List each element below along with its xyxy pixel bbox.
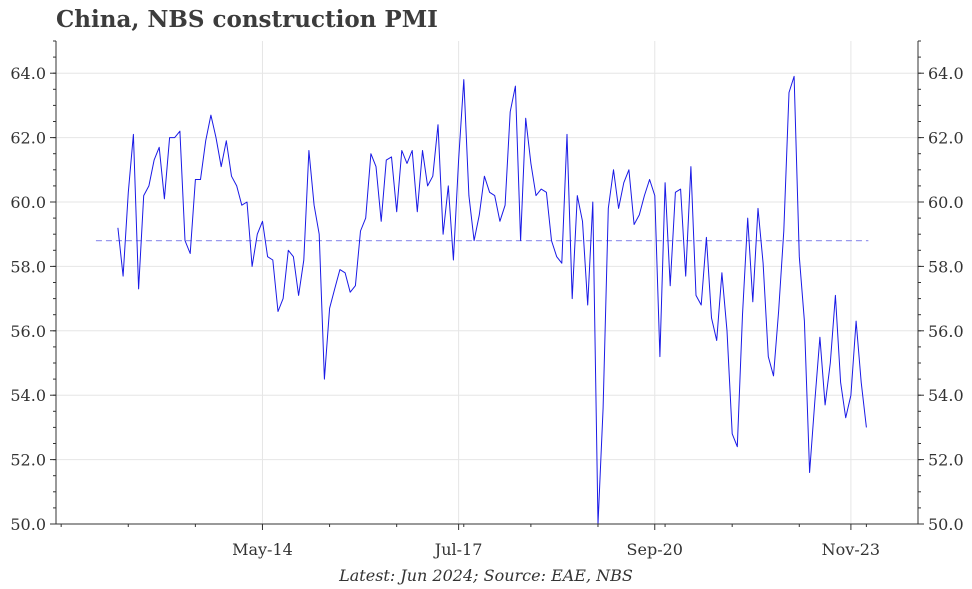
- y-tick-label-left: 64.0: [10, 64, 46, 83]
- y-tick-label-right: 52.0: [928, 451, 964, 470]
- y-tick-label-left: 54.0: [10, 386, 46, 405]
- x-tick-label: Nov-23: [822, 540, 880, 559]
- y-tick-label-left: 60.0: [10, 193, 46, 212]
- chart-footnote: Latest: Jun 2024; Source: EAE, NBS: [339, 566, 633, 585]
- y-tick-label-right: 50.0: [928, 515, 964, 534]
- y-tick-label-left: 52.0: [10, 451, 46, 470]
- y-tick-label-left: 62.0: [10, 129, 46, 148]
- axes: [50, 40, 924, 530]
- series-line-construction-pmi: [117, 75, 867, 525]
- x-tick-label: Sep-20: [627, 540, 683, 559]
- x-tick-label: Jul-17: [433, 540, 483, 559]
- tick-labels: 50.0 50.0 52.0 52.0 54.0 54.0 56.0 56.0 58.0 58.0…: [10, 64, 963, 559]
- y-tick-label-right: 62.0: [928, 129, 964, 148]
- y-tick-label-right: 60.0: [928, 193, 964, 212]
- y-tick-label-right: 58.0: [928, 257, 964, 276]
- y-tick-label-right: 54.0: [928, 386, 964, 405]
- gridlines: [56, 41, 918, 525]
- chart-title: China, NBS construction PMI: [56, 6, 438, 33]
- y-tick-label-left: 58.0: [10, 257, 46, 276]
- y-tick-label-right: 56.0: [928, 322, 964, 341]
- y-tick-label-right: 64.0: [928, 64, 964, 83]
- x-tick-label: May-14: [232, 540, 293, 559]
- y-tick-label-left: 50.0: [10, 515, 46, 534]
- y-tick-label-left: 56.0: [10, 322, 46, 341]
